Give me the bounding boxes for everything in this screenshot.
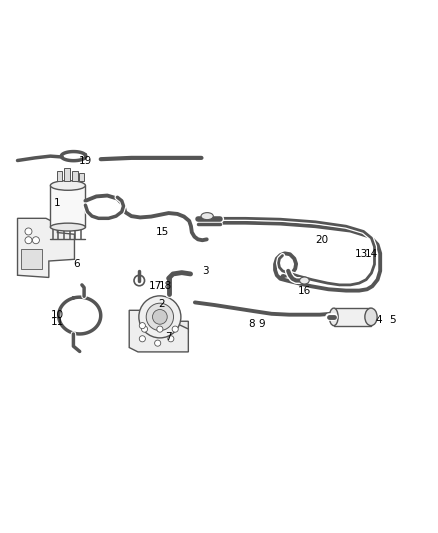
Circle shape xyxy=(139,296,181,338)
Polygon shape xyxy=(50,185,85,227)
Text: 7: 7 xyxy=(165,332,172,342)
Polygon shape xyxy=(79,173,84,181)
Circle shape xyxy=(139,322,145,329)
Polygon shape xyxy=(129,310,188,352)
Text: 15: 15 xyxy=(155,228,169,237)
Text: 8: 8 xyxy=(248,319,255,329)
Text: 2: 2 xyxy=(159,298,166,309)
Text: 13: 13 xyxy=(355,249,368,259)
Polygon shape xyxy=(18,219,74,278)
Text: 17: 17 xyxy=(149,281,162,291)
Circle shape xyxy=(25,237,32,244)
Text: 11: 11 xyxy=(50,317,64,327)
Ellipse shape xyxy=(300,277,309,284)
Polygon shape xyxy=(334,308,371,326)
Text: 6: 6 xyxy=(73,260,80,269)
Polygon shape xyxy=(21,249,42,269)
Ellipse shape xyxy=(365,308,377,326)
Text: 5: 5 xyxy=(389,315,396,325)
Text: 18: 18 xyxy=(159,281,172,291)
Polygon shape xyxy=(57,171,62,181)
Circle shape xyxy=(32,237,39,244)
Text: 16: 16 xyxy=(298,286,311,296)
Ellipse shape xyxy=(201,213,213,220)
Text: 1: 1 xyxy=(53,198,60,208)
Circle shape xyxy=(146,303,173,330)
Circle shape xyxy=(168,336,174,342)
Circle shape xyxy=(155,340,161,346)
Text: 20: 20 xyxy=(315,235,328,245)
Circle shape xyxy=(25,228,32,235)
Ellipse shape xyxy=(50,223,85,231)
Text: 3: 3 xyxy=(202,266,209,276)
Ellipse shape xyxy=(329,308,338,326)
Circle shape xyxy=(172,326,178,332)
Circle shape xyxy=(152,310,167,324)
Text: 10: 10 xyxy=(50,310,64,320)
Text: 9: 9 xyxy=(258,319,265,329)
Polygon shape xyxy=(136,321,188,336)
Text: 4: 4 xyxy=(375,315,382,325)
Text: 19: 19 xyxy=(79,156,92,166)
Text: 14: 14 xyxy=(365,249,378,259)
Circle shape xyxy=(141,326,148,332)
Polygon shape xyxy=(64,168,70,181)
Ellipse shape xyxy=(50,181,85,190)
Polygon shape xyxy=(72,171,78,181)
Circle shape xyxy=(157,326,163,332)
Circle shape xyxy=(139,336,145,342)
